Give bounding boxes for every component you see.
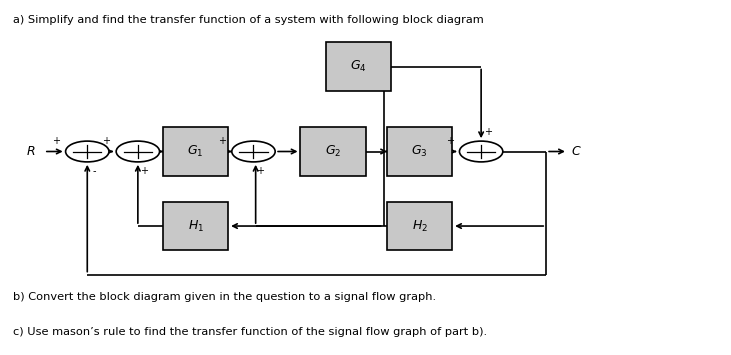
Text: b) Convert the block diagram given in the question to a signal flow graph.: b) Convert the block diagram given in th… bbox=[13, 292, 436, 302]
Text: $H_1$: $H_1$ bbox=[188, 218, 204, 234]
Text: +: + bbox=[52, 136, 60, 146]
Text: $R$: $R$ bbox=[26, 145, 35, 158]
Text: -: - bbox=[92, 166, 96, 176]
Circle shape bbox=[116, 141, 159, 162]
Text: $G_1$: $G_1$ bbox=[187, 144, 204, 159]
Bar bbox=[326, 42, 391, 91]
Text: +: + bbox=[140, 166, 148, 176]
Text: $G_3$: $G_3$ bbox=[412, 144, 428, 159]
Text: $H_2$: $H_2$ bbox=[412, 218, 428, 234]
Text: a) Simplify and find the transfer function of a system with following block diag: a) Simplify and find the transfer functi… bbox=[13, 15, 484, 24]
Bar bbox=[163, 202, 228, 250]
Bar bbox=[387, 202, 452, 250]
Text: c) Use mason’s rule to find the transfer function of the signal flow graph of pa: c) Use mason’s rule to find the transfer… bbox=[13, 327, 487, 337]
Text: $G_2$: $G_2$ bbox=[325, 144, 341, 159]
Bar bbox=[163, 127, 228, 176]
Text: +: + bbox=[218, 136, 226, 146]
Circle shape bbox=[232, 141, 275, 162]
Text: $G_4$: $G_4$ bbox=[350, 59, 367, 74]
Circle shape bbox=[460, 141, 503, 162]
Text: +: + bbox=[484, 127, 492, 137]
Text: +: + bbox=[446, 136, 454, 146]
Bar bbox=[387, 127, 452, 176]
Text: +: + bbox=[256, 166, 264, 176]
Text: $C$: $C$ bbox=[572, 145, 582, 158]
Bar bbox=[300, 127, 366, 176]
Circle shape bbox=[66, 141, 109, 162]
Text: +: + bbox=[102, 136, 110, 146]
